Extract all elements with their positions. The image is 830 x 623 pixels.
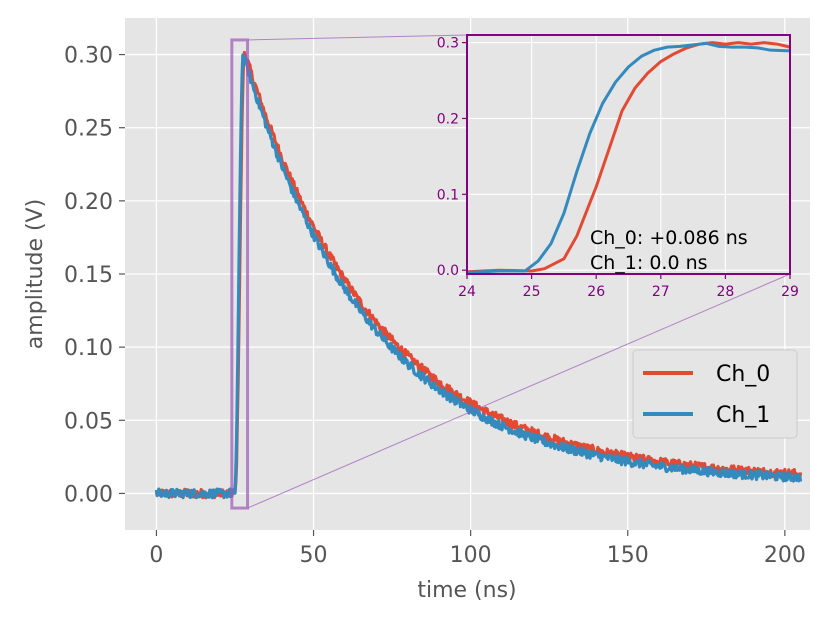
inset-series-line-ch_0 bbox=[466, 41, 791, 274]
y-axis-label: amplitude (V) bbox=[23, 199, 48, 349]
inset-y-tick-label: 0.2 bbox=[437, 111, 459, 127]
x-axis-ticks: 0 50 100 150 200 bbox=[149, 530, 806, 568]
inset-annotation-ch1: Ch_1: 0.0 ns bbox=[590, 252, 708, 274]
inset-y-ticks: 0.0 0.1 0.2 0.3 bbox=[437, 36, 467, 279]
y-tick-label: 0.20 bbox=[64, 190, 113, 215]
y-tick-label: 0.00 bbox=[64, 482, 113, 507]
inset-plot: 24 25 26 27 28 29 0.0 0.1 0.2 0.3 Ch_0: +0.086 n… bbox=[437, 34, 799, 300]
x-tick-label: 0 bbox=[149, 543, 163, 568]
inset-x-tick-label: 26 bbox=[587, 284, 605, 300]
zoom-connector-top bbox=[247, 34, 468, 41]
inset-series-group bbox=[466, 41, 791, 274]
y-tick-label: 0.15 bbox=[64, 263, 113, 288]
inset-x-tick-label: 25 bbox=[523, 284, 541, 300]
inset-y-tick-label: 0.1 bbox=[437, 187, 459, 203]
x-axis-label: time (ns) bbox=[417, 578, 516, 603]
y-tick-label: 0.25 bbox=[64, 117, 113, 142]
inset-x-tick-label: 24 bbox=[458, 284, 476, 300]
zoom-indicator-box bbox=[230, 38, 250, 510]
legend-box bbox=[632, 349, 798, 439]
y-tick-label: 0.10 bbox=[64, 336, 113, 361]
y-tick-label: 0.05 bbox=[64, 409, 113, 434]
main-series-line-ch_1 bbox=[154, 53, 803, 500]
y-tick-label: 0.30 bbox=[64, 44, 113, 69]
legend-label-ch0: Ch_0 bbox=[716, 362, 770, 387]
inset-series-line-ch_1 bbox=[466, 41, 791, 274]
legend-label-ch1: Ch_1 bbox=[716, 403, 770, 428]
inset-y-tick-label: 0.3 bbox=[437, 36, 459, 52]
x-tick-label: 100 bbox=[450, 543, 492, 568]
inset-x-tick-label: 29 bbox=[781, 284, 799, 300]
inset-y-tick-label: 0.0 bbox=[437, 263, 459, 279]
legend: Ch_0 Ch_1 bbox=[632, 349, 798, 439]
inset-x-ticks: 24 25 26 27 28 29 bbox=[458, 274, 799, 300]
inset-plot-area bbox=[467, 35, 790, 274]
inset-annotation-ch0: Ch_0: +0.086 ns bbox=[590, 227, 748, 249]
x-tick-label: 50 bbox=[300, 543, 328, 568]
y-axis-ticks: 0.00 0.05 0.10 0.15 0.20 0.25 0.30 bbox=[64, 44, 125, 507]
inset-x-tick-label: 28 bbox=[716, 284, 734, 300]
inset-x-tick-label: 27 bbox=[652, 284, 670, 300]
x-tick-label: 150 bbox=[607, 543, 649, 568]
x-tick-label: 200 bbox=[764, 543, 806, 568]
zoom-connector-bottom bbox=[247, 273, 791, 509]
inset-frame bbox=[466, 34, 791, 275]
